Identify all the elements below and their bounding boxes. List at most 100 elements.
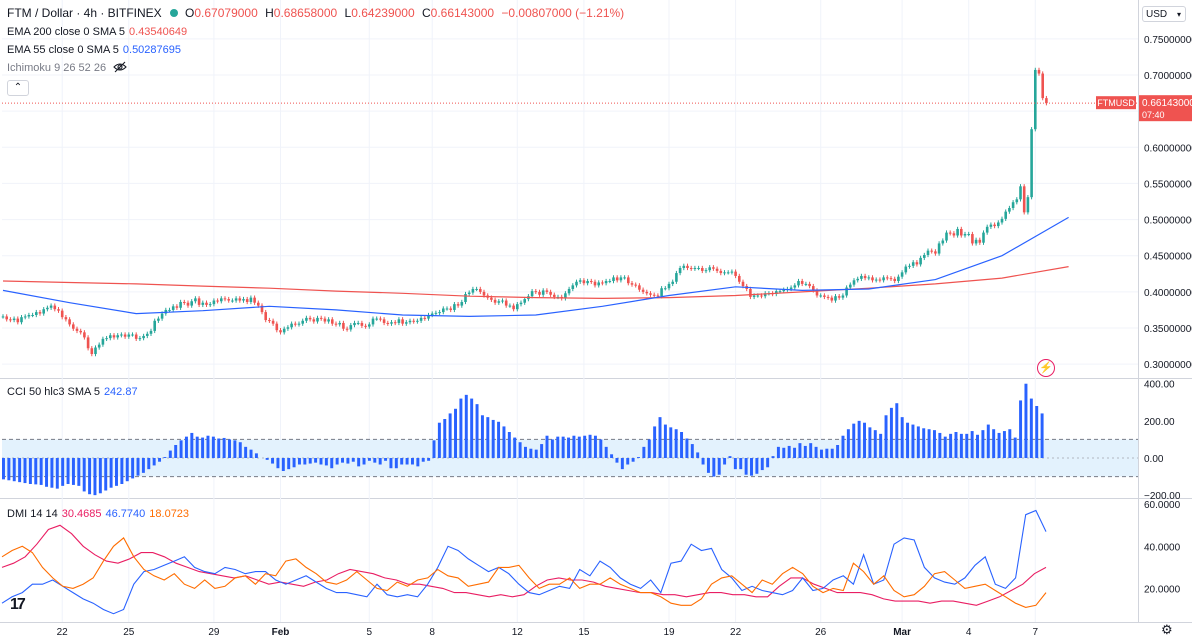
cci-bar (410, 458, 414, 465)
candle-body (197, 298, 201, 305)
currency-selector[interactable]: USD ▾ (1142, 6, 1186, 22)
candle-body (549, 291, 552, 295)
ema-lines (2, 216, 1069, 318)
cci-bar (819, 449, 823, 458)
cci-bar (932, 430, 936, 458)
cci-bar (61, 458, 65, 486)
cci-bar (884, 415, 888, 458)
candle-body (497, 301, 501, 303)
price-tick-label: 0.40000000 (1144, 288, 1192, 299)
candle-body (131, 334, 134, 336)
cci-bar (631, 458, 635, 462)
cci-bar (690, 444, 694, 458)
cci-bar (271, 458, 275, 464)
candle-body (582, 280, 586, 284)
cci-bar (836, 445, 840, 458)
dmi-legend[interactable]: DMI 14 14 30.4685 46.7740 18.0723 (7, 507, 193, 521)
time-tick-label: 25 (123, 627, 135, 638)
candle-body (704, 270, 708, 272)
cci-bar (249, 449, 253, 458)
candle-body (123, 334, 127, 337)
candle-body (541, 290, 545, 295)
candle-body (1015, 199, 1019, 203)
ichimoku-legend[interactable]: Ichimoku 9 26 52 26 (7, 61, 127, 75)
cci-bar (873, 430, 877, 458)
candle-body (334, 323, 338, 325)
ema200-line (2, 266, 1069, 300)
ema200-legend[interactable]: EMA 200 close 0 SMA 5 0.43540649 (7, 25, 191, 39)
cci-bar (518, 442, 522, 458)
candle-body (312, 319, 316, 322)
candle-body (260, 305, 264, 313)
symbol-title[interactable]: FTM / Dollar · 4h · BITFINEX (7, 6, 162, 20)
cci-bar (809, 443, 813, 458)
cci-bar (556, 436, 560, 458)
cci-bar (389, 458, 393, 469)
cci-bar (168, 450, 172, 458)
lightning-icon[interactable]: ⚡ (1037, 359, 1055, 377)
candle-body (216, 300, 219, 302)
candle-body (245, 299, 249, 302)
candle-body (445, 308, 449, 310)
cci-bar (454, 408, 458, 458)
candle-body (893, 278, 896, 282)
candle-body (989, 224, 993, 227)
cci-bar (244, 446, 248, 458)
candle-body (863, 275, 867, 279)
candle-body (467, 292, 471, 295)
candle-body (501, 300, 504, 302)
cci-bar (335, 458, 339, 465)
dmi-adx-line (1, 524, 1047, 606)
gear-icon[interactable]: ⚙ (1161, 622, 1173, 637)
cci-bar (1024, 383, 1028, 458)
cci-bar (115, 458, 118, 486)
candle-body (382, 319, 386, 323)
candle-body (789, 287, 793, 289)
candle-body (342, 322, 345, 329)
dmi-minus-value: 18.0723 (149, 508, 190, 520)
cci-bar (766, 458, 770, 468)
candle-body (316, 317, 319, 322)
candle-body (593, 281, 597, 286)
candle-body (12, 318, 16, 321)
cci-bar (341, 458, 344, 463)
candle-body (75, 328, 79, 331)
candle-body (127, 334, 131, 337)
cci-bar (421, 458, 425, 462)
candle-body (808, 283, 811, 287)
candle-body (712, 267, 715, 269)
cci-bar (497, 421, 501, 458)
candle-body (23, 316, 27, 318)
price-tick-label: 0.45000000 (1144, 252, 1192, 263)
candle-body (264, 312, 267, 321)
candle-body (538, 291, 541, 295)
candle-body (179, 301, 182, 308)
candle-body (726, 272, 730, 274)
ema55-legend[interactable]: EMA 55 close 0 SMA 5 0.50287695 (7, 43, 185, 57)
cci-legend[interactable]: CCI 50 hlc3 SMA 5 242.87 (7, 385, 142, 399)
candle-body (1034, 69, 1037, 130)
cci-bar (98, 458, 102, 494)
candle-body (834, 296, 837, 301)
high-label: H (265, 6, 274, 20)
cci-bar (88, 458, 92, 495)
candle-body (612, 277, 615, 282)
candle-body (238, 298, 242, 301)
candle-body (234, 298, 238, 301)
cci-bar (238, 442, 242, 458)
price-tag (1139, 95, 1192, 122)
cci-label: CCI 50 hlc3 SMA 5 (7, 386, 100, 398)
collapse-legend-button[interactable]: ⌃ (7, 80, 29, 96)
candle-body (545, 290, 549, 292)
candle-body (897, 276, 900, 282)
candle-body (530, 291, 534, 297)
candle-body (697, 268, 700, 270)
candle-body (882, 277, 885, 281)
candle-body (327, 319, 330, 322)
candle-body (908, 265, 911, 267)
eye-hidden-icon[interactable] (113, 61, 127, 73)
candle-body (723, 272, 726, 274)
candle-body (941, 240, 945, 244)
